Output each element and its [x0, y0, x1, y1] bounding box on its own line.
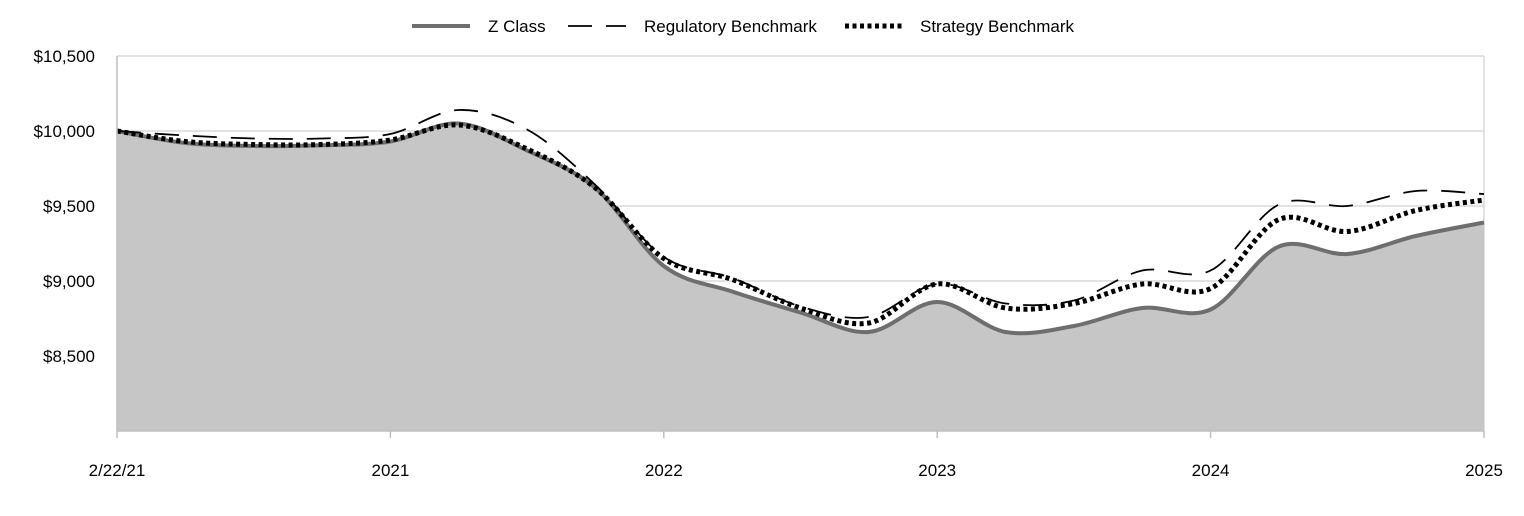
y-tick-label-2: $9,500	[43, 197, 95, 216]
x-tick-label-4: 2024	[1192, 461, 1230, 480]
series-line-z-class	[116, 121, 1485, 336]
x-tick-label-5: 2025	[1465, 461, 1503, 480]
x-tick-label-1: 2021	[371, 461, 409, 480]
legend: Z Class Regulatory Benchmark Strategy Benc…	[412, 17, 1075, 36]
y-axis-tick-labels: $10,500 $10,000 $9,500 $9,000 $8,500	[34, 47, 95, 366]
legend-label-z-class: Z Class	[488, 17, 546, 36]
series-line-regulatory-benchmark	[116, 109, 1485, 319]
axes	[116, 56, 1485, 438]
y-tick-label-1: $10,000	[34, 122, 95, 141]
x-tick-label-3: 2023	[918, 461, 956, 480]
legend-label-regulatory-benchmark: Regulatory Benchmark	[644, 17, 817, 36]
series-area-layer	[117, 123, 1484, 431]
x-tick-label-0: 2/22/21	[89, 461, 146, 480]
y-tick-label-0: $10,500	[34, 47, 95, 66]
y-tick-label-4: $8,500	[43, 347, 95, 366]
series-line-strategy-benchmark	[116, 122, 1485, 327]
x-axis-tick-labels: 2/22/21 2021 2022 2023 2024 2025	[89, 461, 1503, 480]
legend-label-strategy-benchmark: Strategy Benchmark	[920, 17, 1075, 36]
y-tick-label-3: $9,000	[43, 272, 95, 291]
series-area-z-class	[117, 123, 1484, 431]
x-tick-label-2: 2022	[645, 461, 683, 480]
series-line-layer	[116, 109, 1485, 336]
